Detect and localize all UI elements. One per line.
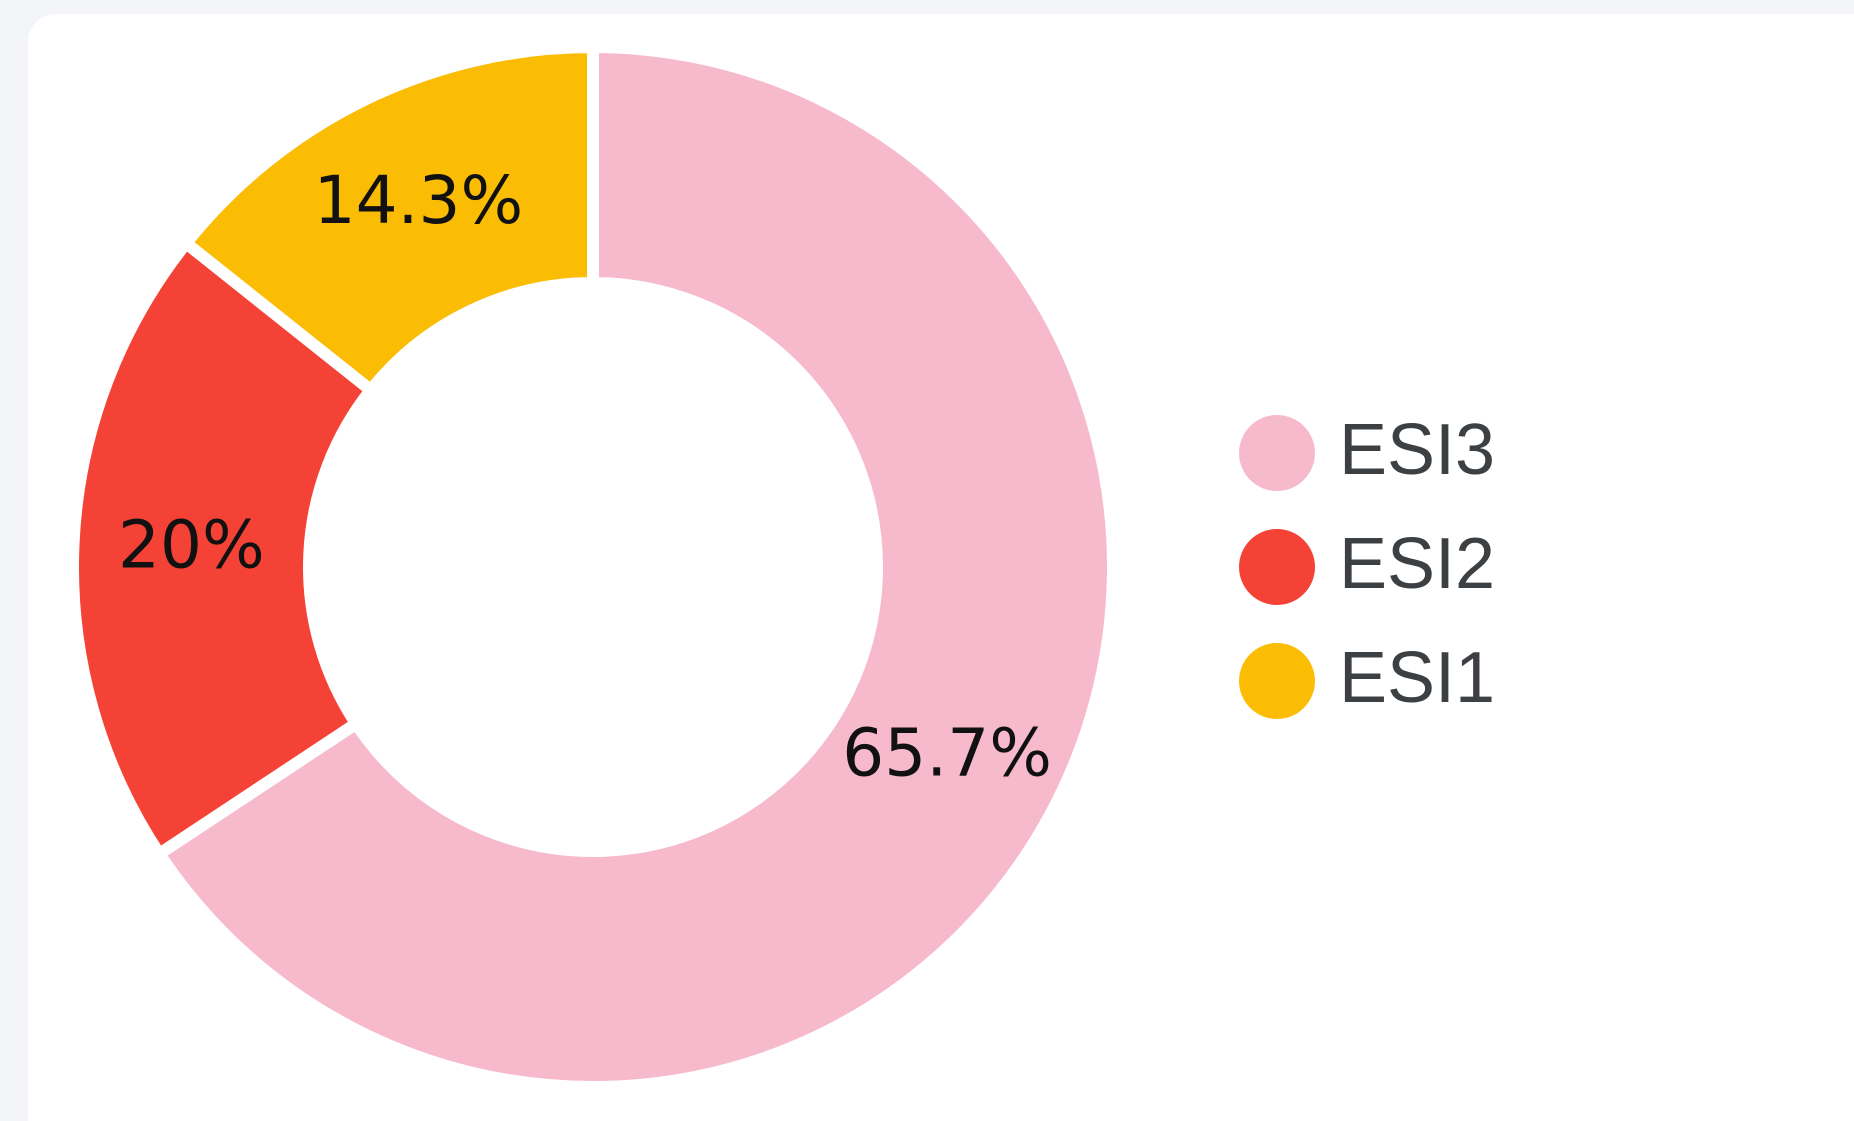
data-label: 20% [118,506,265,583]
legend-swatch [1239,643,1315,719]
legend-label: ESI1 [1339,638,1495,718]
donut-slice [177,40,599,399]
donut-slice [67,234,380,863]
data-label: 14.3% [314,162,524,239]
legend-label: ESI3 [1339,410,1495,490]
donut-slice [150,40,1119,1093]
data-label: 65.7% [842,714,1052,791]
legend-swatch [1239,529,1315,605]
legend-swatch [1239,415,1315,491]
legend-label: ESI2 [1339,524,1495,604]
